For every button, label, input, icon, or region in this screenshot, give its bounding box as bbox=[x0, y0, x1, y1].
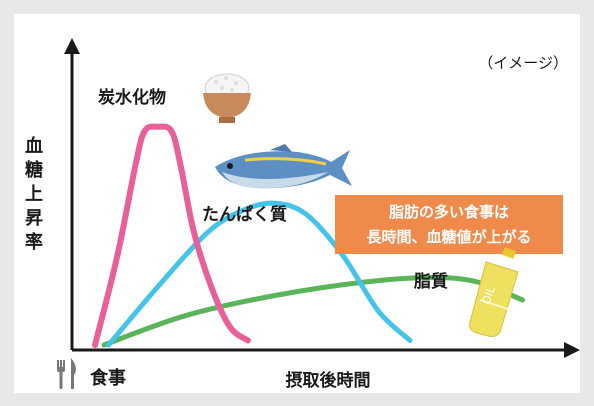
series-label-protein: たんぱく質 bbox=[202, 204, 287, 225]
x-origin-label: 食事 bbox=[89, 367, 126, 389]
rice-bowl-icon bbox=[203, 73, 251, 123]
fish-icon bbox=[215, 144, 352, 189]
fork-knife-icon bbox=[57, 358, 76, 389]
callout-line-2: 長時間、血糖値が上がる bbox=[366, 228, 531, 246]
series-label-fat: 脂質 bbox=[414, 271, 448, 292]
oil-bottle-text: OIL bbox=[480, 284, 499, 306]
series-line-carbs bbox=[92, 123, 251, 348]
series-line-fat bbox=[101, 275, 525, 348]
chart-note: （イメージ） bbox=[478, 54, 568, 72]
series-label-carbs: 炭水化物 bbox=[98, 87, 166, 108]
series-line-protein bbox=[106, 200, 413, 348]
callout-line-1: 脂肪の多い食事は bbox=[389, 203, 509, 221]
x-axis-label: 摂取後時間 bbox=[286, 370, 371, 391]
callout-box bbox=[335, 195, 563, 254]
x-axis-arrow bbox=[564, 342, 580, 358]
y-axis-arrow bbox=[64, 38, 80, 54]
y-axis-label: 血糖上昇率 bbox=[25, 135, 43, 253]
oil-bottle-icon: OIL bbox=[469, 247, 519, 337]
